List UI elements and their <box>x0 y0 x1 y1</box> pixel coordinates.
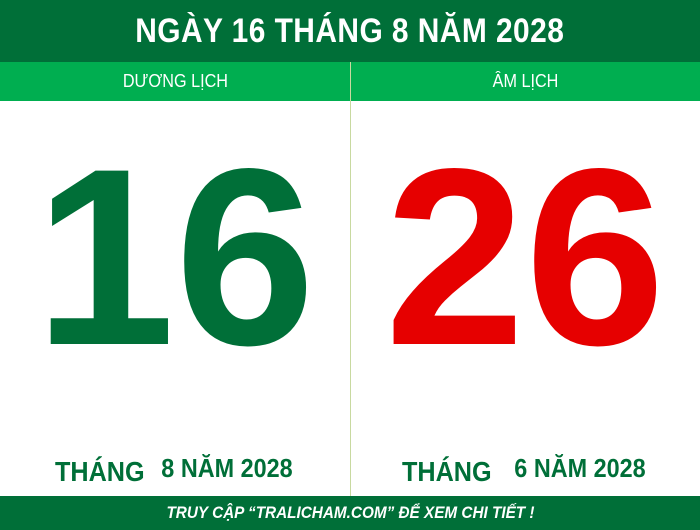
solar-month-rest: 8 NĂM 2028 <box>161 453 293 483</box>
solar-column-header: DƯƠNG LỊCH <box>0 62 350 101</box>
lunar-month-word: THÁNG <box>402 456 492 487</box>
lunar-month-rest: 6 NĂM 2028 <box>514 453 646 483</box>
solar-month-year: THÁNG 8 NĂM 2028 <box>0 448 350 488</box>
page-header: NGÀY 16 THÁNG 8 NĂM 2028 <box>0 0 700 62</box>
solar-day: 16 <box>34 117 316 398</box>
lunar-month-year: THÁNG 6 NĂM 2028 <box>350 448 700 488</box>
footer-link-text[interactable]: TRUY CẬP “TRALICHAM.COM” ĐỂ XEM CHI TIẾT… <box>165 503 535 522</box>
solar-month-word: THÁNG <box>55 456 145 487</box>
solar-label: DƯƠNG LỊCH <box>122 71 228 91</box>
lunar-column-header: ÂM LỊCH <box>351 62 700 101</box>
lunar-label: ÂM LỊCH <box>492 71 559 91</box>
footer-banner[interactable]: TRUY CẬP “TRALICHAM.COM” ĐỂ XEM CHI TIẾT… <box>0 496 700 530</box>
lunar-day: 26 <box>384 117 666 398</box>
page-title: NGÀY 16 THÁNG 8 NĂM 2028 <box>135 11 565 50</box>
column-divider <box>350 62 351 496</box>
